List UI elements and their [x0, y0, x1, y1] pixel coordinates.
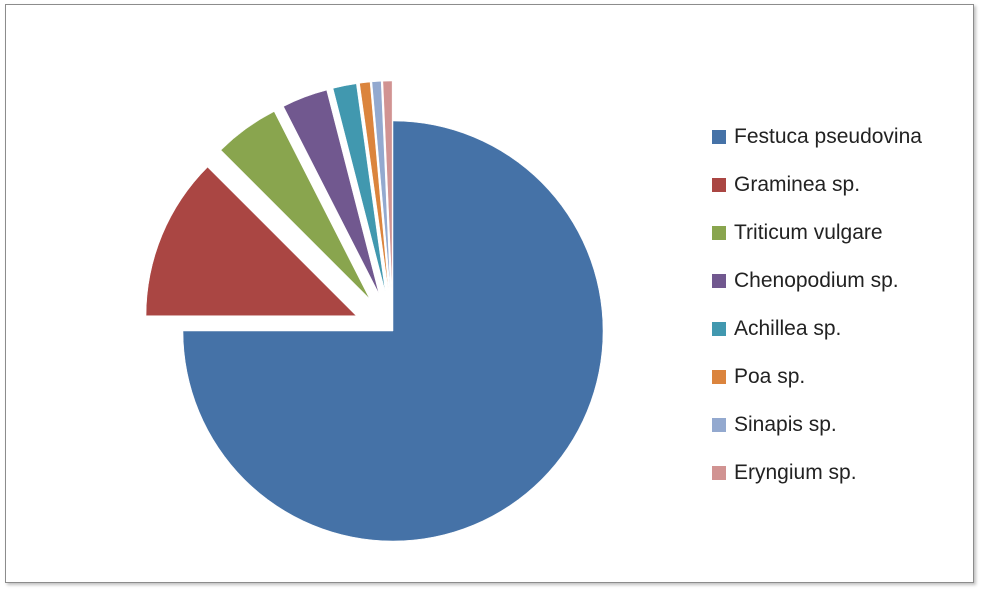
legend-label: Triticum vulgare — [734, 221, 883, 244]
legend-label: Eryngium sp. — [734, 461, 857, 484]
legend-item: Achillea sp. — [712, 305, 922, 353]
legend: Festuca pseudovina Graminea sp. Triticum v… — [712, 113, 922, 497]
pie-chart — [145, 80, 604, 542]
pie-slice-poa-sp — [359, 81, 389, 292]
legend-label: Achillea sp. — [734, 317, 842, 340]
legend-item: Poa sp. — [712, 353, 922, 401]
pie-slice-sinapis-sp — [371, 81, 391, 292]
pie-slice-achillea-sp — [332, 83, 386, 292]
pie-slice-chenopodium-sp — [283, 89, 380, 294]
pie-slice-graminea-sp — [145, 166, 357, 316]
pie-slice-festuca-pseudovina — [182, 120, 604, 542]
legend-label: Poa sp. — [734, 365, 806, 388]
legend-swatch — [712, 322, 726, 336]
legend-swatch — [712, 130, 726, 144]
pie-slice-eryngium-sp — [382, 80, 393, 292]
legend-label: Festuca pseudovina — [734, 125, 922, 148]
legend-swatch — [712, 226, 726, 240]
legend-swatch — [712, 178, 726, 192]
chart-frame: Festuca pseudovina Graminea sp. Triticum v… — [5, 4, 974, 583]
legend-swatch — [712, 418, 726, 432]
legend-swatch — [712, 274, 726, 288]
legend-item: Festuca pseudovina — [712, 113, 922, 161]
legend-item: Sinapis sp. — [712, 401, 922, 449]
legend-swatch — [712, 370, 726, 384]
legend-swatch — [712, 466, 726, 480]
legend-item: Eryngium sp. — [712, 449, 922, 497]
legend-label: Graminea sp. — [734, 173, 861, 196]
legend-item: Triticum vulgare — [712, 209, 922, 257]
legend-item: Graminea sp. — [712, 161, 922, 209]
pie-slice-triticum-vulgare — [220, 111, 370, 299]
legend-label: Sinapis sp. — [734, 413, 837, 436]
legend-label: Chenopodium sp. — [734, 269, 899, 292]
legend-item: Chenopodium sp. — [712, 257, 922, 305]
